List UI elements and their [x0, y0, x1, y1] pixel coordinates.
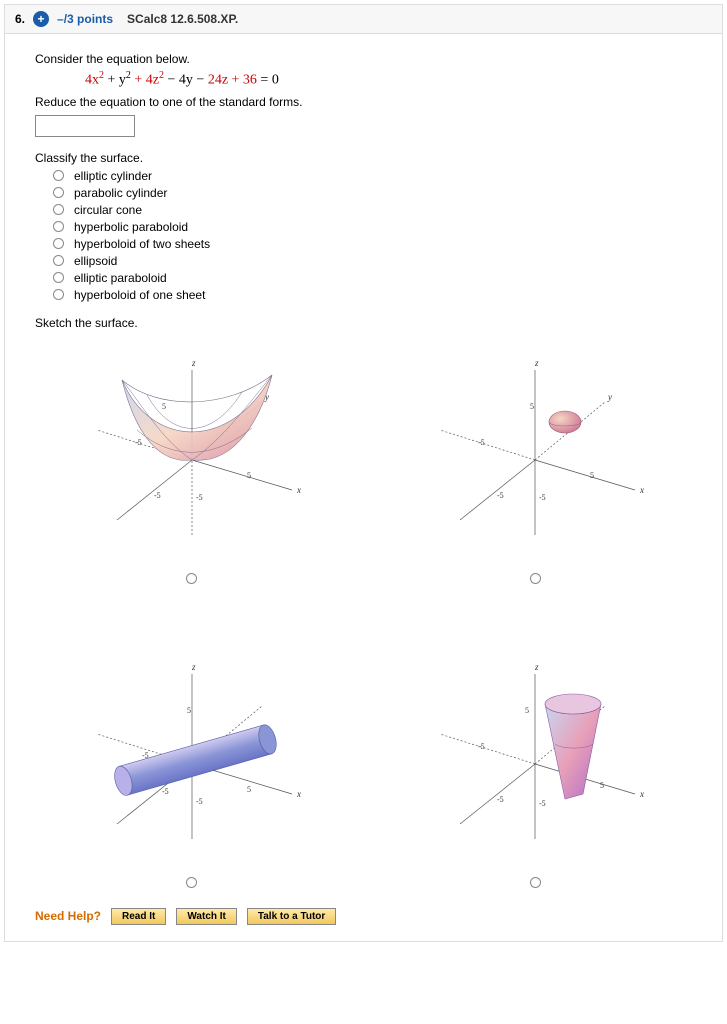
svg-text:-5: -5 — [135, 438, 142, 447]
question-body: Consider the equation below. 4x2 + y2 + … — [5, 34, 722, 941]
surface-cone-icon: z x y 5 5 -5 -5 -5 — [405, 644, 665, 864]
help-row: Need Help? Read It Watch It Talk to a Tu… — [35, 908, 692, 925]
talk-to-tutor-button[interactable]: Talk to a Tutor — [247, 908, 336, 925]
radio-icon[interactable] — [53, 238, 64, 249]
svg-text:-5: -5 — [478, 742, 485, 751]
option-label: ellipsoid — [74, 254, 117, 268]
radio-icon[interactable] — [53, 255, 64, 266]
prompt-reduce: Reduce the equation to one of the standa… — [35, 95, 692, 109]
svg-text:-5: -5 — [539, 493, 546, 502]
svg-text:y: y — [607, 392, 612, 402]
answer-input[interactable] — [35, 115, 135, 137]
svg-text:5: 5 — [247, 785, 251, 794]
svg-text:5: 5 — [525, 706, 529, 715]
option-row[interactable]: hyperbolic paraboloid — [53, 220, 692, 234]
option-row[interactable]: elliptic paraboloid — [53, 271, 692, 285]
svg-text:z: z — [191, 662, 196, 672]
svg-text:x: x — [296, 789, 301, 799]
svg-text:5: 5 — [187, 706, 191, 715]
sketch-label: Sketch the surface. — [35, 316, 692, 330]
sketch-radio[interactable] — [530, 877, 541, 888]
sketch-option-3: z x y 5 5 -5 -5 -5 — [35, 644, 349, 888]
prompt-consider: Consider the equation below. — [35, 52, 692, 66]
option-label: hyperbolic paraboloid — [74, 220, 188, 234]
svg-text:-5: -5 — [162, 787, 169, 796]
sketch-radio[interactable] — [530, 573, 541, 584]
expand-icon[interactable]: + — [33, 11, 49, 27]
svg-text:x: x — [639, 485, 644, 495]
need-help-label: Need Help? — [35, 909, 101, 923]
option-row[interactable]: elliptic cylinder — [53, 169, 692, 183]
option-row[interactable]: ellipsoid — [53, 254, 692, 268]
option-row[interactable]: hyperboloid of two sheets — [53, 237, 692, 251]
radio-icon[interactable] — [53, 272, 64, 283]
svg-text:-5: -5 — [478, 438, 485, 447]
surface-ellipsoid-icon: z x y 5 5 -5 -5 -5 — [405, 340, 665, 560]
svg-text:-5: -5 — [196, 797, 203, 806]
equation: 4x2 + y2 + 4z2 − 4y − 24z + 36 = 0 — [85, 70, 692, 89]
sketch-radio[interactable] — [186, 573, 197, 584]
surface-saddle-icon: z x y 5 5 -5 -5 -5 — [62, 340, 322, 560]
radio-icon[interactable] — [53, 289, 64, 300]
option-label: elliptic paraboloid — [74, 271, 167, 285]
sketch-radio[interactable] — [186, 877, 197, 888]
radio-icon[interactable] — [53, 221, 64, 232]
read-it-button[interactable]: Read It — [111, 908, 166, 925]
radio-icon[interactable] — [53, 187, 64, 198]
option-row[interactable]: hyperboloid of one sheet — [53, 288, 692, 302]
svg-text:-5: -5 — [196, 493, 203, 502]
radio-icon[interactable] — [53, 170, 64, 181]
classify-label: Classify the surface. — [35, 151, 692, 165]
option-label: hyperboloid of two sheets — [74, 237, 210, 251]
option-label: circular cone — [74, 203, 142, 217]
svg-text:5: 5 — [530, 402, 534, 411]
question-source: SCalc8 12.6.508.XP. — [127, 12, 238, 26]
option-label: elliptic cylinder — [74, 169, 152, 183]
svg-text:z: z — [534, 358, 539, 368]
question-container: 6. + –/3 points SCalc8 12.6.508.XP. Cons… — [4, 4, 723, 942]
watch-it-button[interactable]: Watch It — [176, 908, 237, 925]
option-row[interactable]: parabolic cylinder — [53, 186, 692, 200]
option-row[interactable]: circular cone — [53, 203, 692, 217]
sketch-option-2: z x y 5 5 -5 -5 -5 — [379, 340, 693, 584]
question-number: 6. — [15, 12, 25, 26]
svg-text:z: z — [191, 358, 196, 368]
classify-options: elliptic cylinder parabolic cylinder cir… — [53, 169, 692, 302]
option-label: parabolic cylinder — [74, 186, 167, 200]
svg-text:z: z — [534, 662, 539, 672]
sketch-grid: z x y 5 5 -5 -5 -5 — [35, 340, 692, 888]
svg-text:x: x — [296, 485, 301, 495]
svg-text:-5: -5 — [497, 795, 504, 804]
svg-text:5: 5 — [590, 471, 594, 480]
sketch-option-4: z x y 5 5 -5 -5 -5 — [379, 644, 693, 888]
svg-text:-5: -5 — [154, 491, 161, 500]
points-label: –/3 points — [57, 12, 113, 26]
radio-icon[interactable] — [53, 204, 64, 215]
svg-text:x: x — [639, 789, 644, 799]
svg-text:5: 5 — [247, 471, 251, 480]
svg-text:-5: -5 — [497, 491, 504, 500]
surface-cylinder-icon: z x y 5 5 -5 -5 -5 — [62, 644, 322, 864]
svg-text:-5: -5 — [539, 799, 546, 808]
svg-text:5: 5 — [600, 781, 604, 790]
option-label: hyperboloid of one sheet — [74, 288, 205, 302]
sketch-option-1: z x y 5 5 -5 -5 -5 — [35, 340, 349, 584]
question-header: 6. + –/3 points SCalc8 12.6.508.XP. — [5, 5, 722, 34]
svg-text:5: 5 — [162, 402, 166, 411]
